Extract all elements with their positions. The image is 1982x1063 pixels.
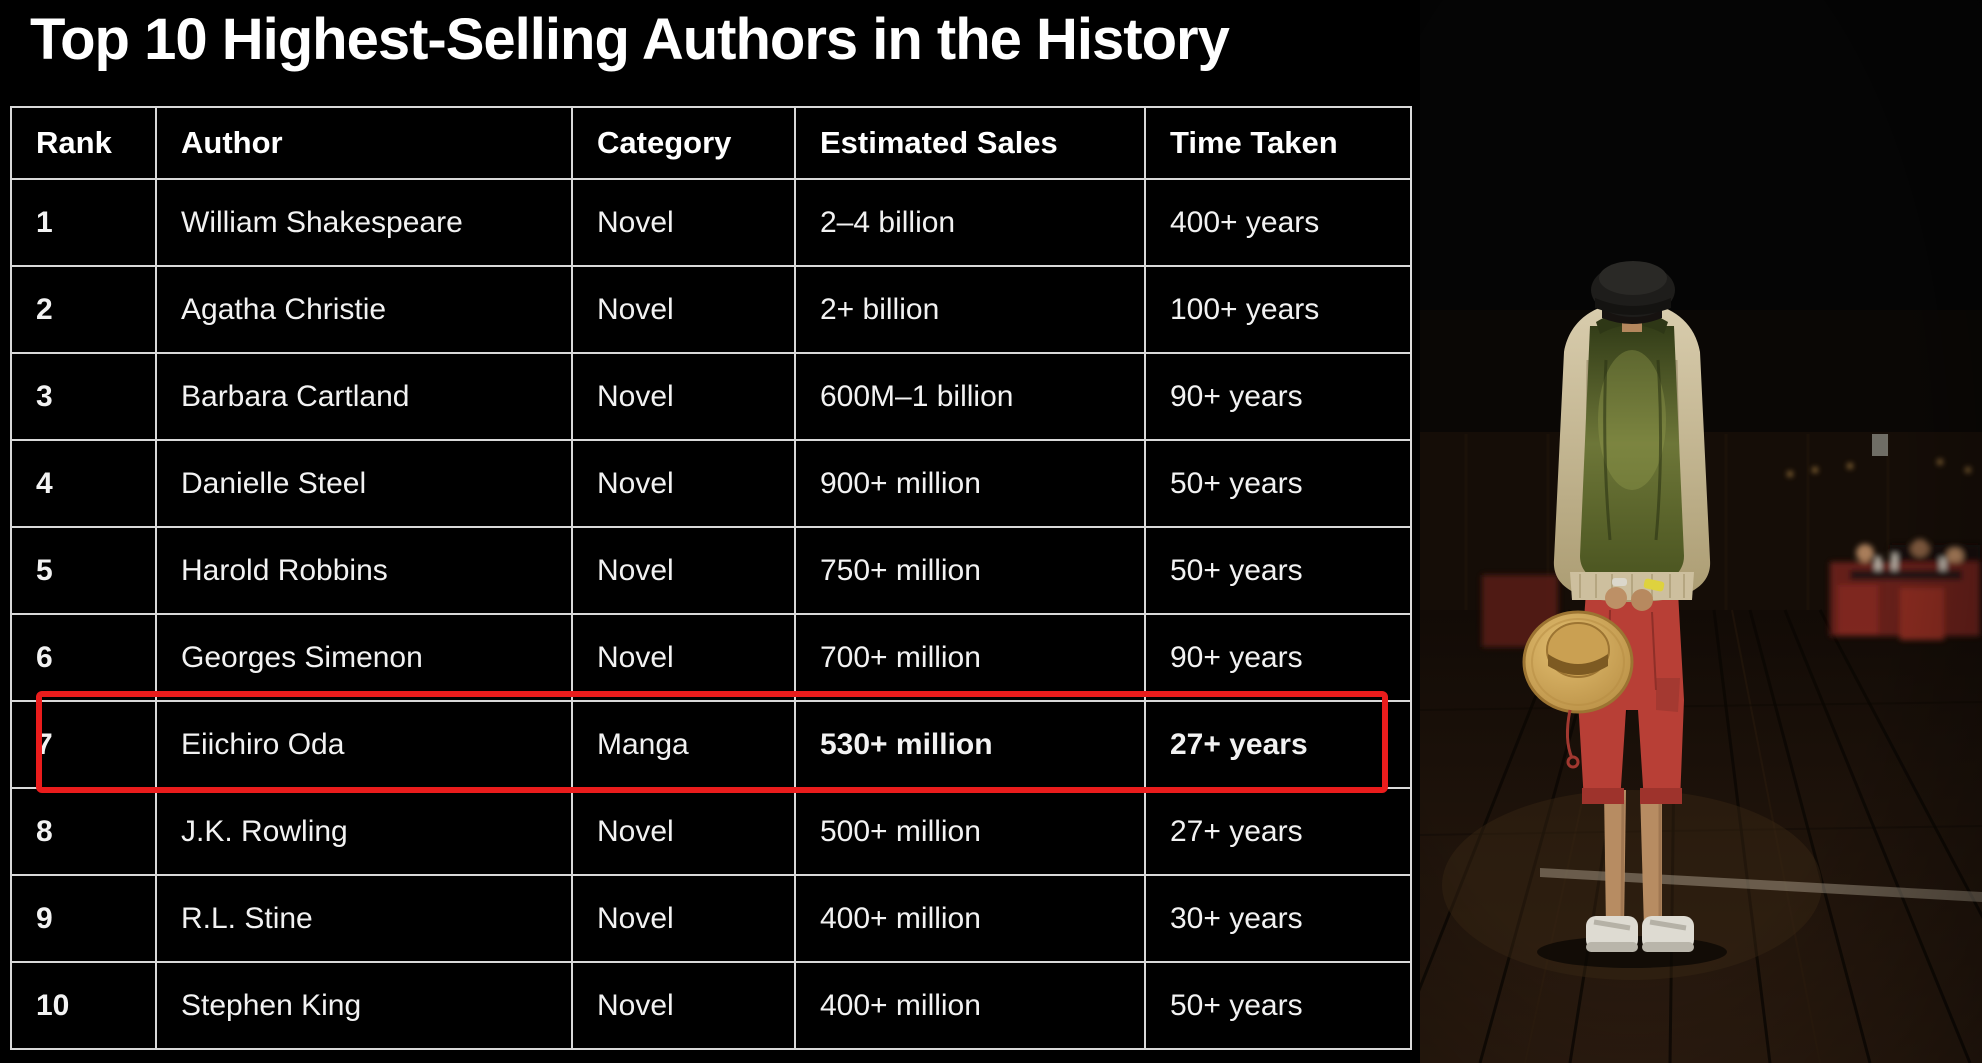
col-header-rank: Rank (10, 106, 157, 180)
cell-sales: 700+ million (794, 613, 1146, 702)
cell-time: 30+ years (1144, 874, 1412, 963)
cell-rank: 9 (10, 874, 157, 963)
cell-time: 50+ years (1144, 439, 1412, 528)
table-header: Rank Author Category Estimated Sales Tim… (10, 106, 1412, 180)
cell-time: 50+ years (1144, 961, 1412, 1050)
cell-sales: 400+ million (794, 961, 1146, 1050)
cell-category: Novel (571, 874, 796, 963)
page-title: Top 10 Highest-Selling Authors in the Hi… (30, 7, 1230, 72)
col-header-time: Time Taken (1144, 106, 1412, 180)
cell-rank: 10 (10, 961, 157, 1050)
table-row: 6 Georges Simenon Novel 700+ million 90+… (10, 613, 1412, 702)
photo-panel (1420, 0, 1982, 1063)
cell-sales: 400+ million (794, 874, 1146, 963)
table-row-highlighted: 7 Eiichiro Oda Manga 530+ million 27+ ye… (10, 700, 1412, 789)
cell-category: Novel (571, 613, 796, 702)
cell-category: Novel (571, 961, 796, 1050)
cell-rank: 8 (10, 787, 157, 876)
cell-time: 100+ years (1144, 265, 1412, 354)
authors-table: Rank Author Category Estimated Sales Tim… (10, 106, 1412, 1050)
cell-author: Danielle Steel (155, 439, 573, 528)
cell-category: Novel (571, 178, 796, 267)
table-row: 2 Agatha Christie Novel 2+ billion 100+ … (10, 265, 1412, 354)
night-photo-illustration (1420, 0, 1982, 1063)
table-row: 10 Stephen King Novel 400+ million 50+ y… (10, 961, 1412, 1050)
cell-rank: 1 (10, 178, 157, 267)
cell-category: Novel (571, 526, 796, 615)
table-row: 3 Barbara Cartland Novel 600M–1 billion … (10, 352, 1412, 441)
cell-time: 400+ years (1144, 178, 1412, 267)
cell-time: 90+ years (1144, 352, 1412, 441)
cell-rank: 3 (10, 352, 157, 441)
cell-rank: 7 (10, 700, 157, 789)
cell-time: 90+ years (1144, 613, 1412, 702)
col-header-sales: Estimated Sales (794, 106, 1146, 180)
table-row: 8 J.K. Rowling Novel 500+ million 27+ ye… (10, 787, 1412, 876)
cell-author: Agatha Christie (155, 265, 573, 354)
cell-category: Novel (571, 439, 796, 528)
cell-category: Manga (571, 700, 796, 789)
col-header-category: Category (571, 106, 796, 180)
table-row: 9 R.L. Stine Novel 400+ million 30+ year… (10, 874, 1412, 963)
cell-sales: 2–4 billion (794, 178, 1146, 267)
table-row: 4 Danielle Steel Novel 900+ million 50+ … (10, 439, 1412, 528)
cell-category: Novel (571, 352, 796, 441)
cell-rank: 2 (10, 265, 157, 354)
cell-author: Stephen King (155, 961, 573, 1050)
cell-time: 27+ years (1144, 787, 1412, 876)
cell-author: Georges Simenon (155, 613, 573, 702)
table-row: 1 William Shakespeare Novel 2–4 billion … (10, 178, 1412, 267)
cell-author: Eiichiro Oda (155, 700, 573, 789)
cell-sales: 2+ billion (794, 265, 1146, 354)
cell-time: 27+ years (1144, 700, 1412, 789)
cell-sales: 750+ million (794, 526, 1146, 615)
col-header-author: Author (155, 106, 573, 180)
cell-author: William Shakespeare (155, 178, 573, 267)
cell-sales: 900+ million (794, 439, 1146, 528)
cell-time: 50+ years (1144, 526, 1412, 615)
cell-rank: 5 (10, 526, 157, 615)
cell-rank: 4 (10, 439, 157, 528)
cell-sales: 530+ million (794, 700, 1146, 789)
cell-author: J.K. Rowling (155, 787, 573, 876)
cell-sales: 500+ million (794, 787, 1146, 876)
cell-author: Barbara Cartland (155, 352, 573, 441)
cell-category: Novel (571, 265, 796, 354)
cell-author: R.L. Stine (155, 874, 573, 963)
cell-category: Novel (571, 787, 796, 876)
cell-rank: 6 (10, 613, 157, 702)
table-row: 5 Harold Robbins Novel 750+ million 50+ … (10, 526, 1412, 615)
cell-sales: 600M–1 billion (794, 352, 1146, 441)
cell-author: Harold Robbins (155, 526, 573, 615)
